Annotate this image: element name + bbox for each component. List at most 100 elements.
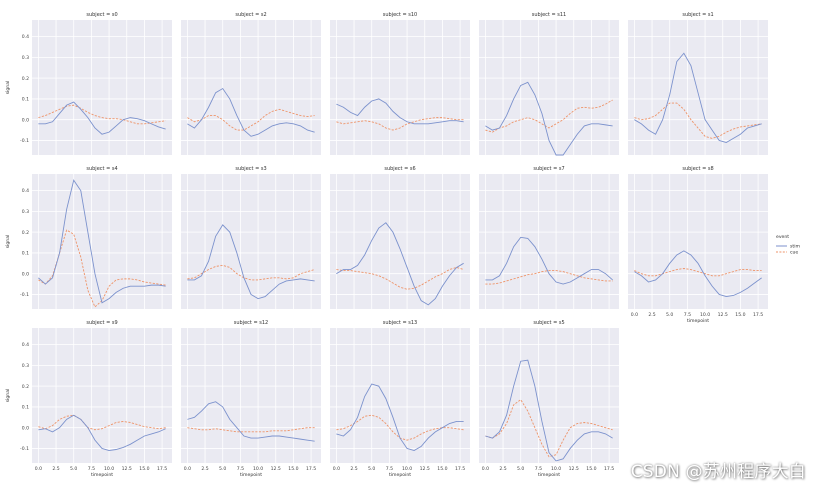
facet-background — [32, 328, 172, 463]
x-tick-label: 2.5 — [52, 466, 59, 472]
x-tick-label: 10.0 — [402, 466, 412, 472]
x-tick-label: 2.5 — [350, 466, 357, 472]
series-line-cue — [336, 117, 464, 131]
facet-title: subject = s13 — [383, 320, 417, 326]
x-tick-label: 17.5 — [306, 466, 316, 472]
series-line-stim — [634, 52, 762, 144]
y-tick-label: 0.0 — [22, 425, 29, 431]
y-tick-label: 0.2 — [22, 76, 29, 82]
series-line-stim — [485, 236, 613, 285]
y-tick-label: 0.0 — [22, 117, 29, 123]
x-tick-label: 17.5 — [604, 466, 614, 472]
series-line-cue — [485, 99, 613, 133]
x-tick-label: 15.0 — [586, 466, 596, 472]
facet-title: subject = s11 — [532, 12, 566, 18]
facet-title: subject = s6 — [384, 166, 415, 172]
x-tick-label: 15.0 — [735, 312, 745, 318]
facet-background — [628, 174, 768, 309]
x-tick-label: 2.5 — [648, 312, 655, 318]
y-tick-label: 0.2 — [22, 230, 29, 236]
legend-label-stim: stim — [790, 244, 800, 250]
facet-background — [330, 328, 470, 463]
series-line-cue — [336, 266, 464, 290]
facet-title: subject = s9 — [86, 320, 117, 326]
x-tick-label: 17.5 — [157, 466, 167, 472]
x-tick-label: 0.0 — [184, 466, 191, 472]
facet-background — [181, 20, 321, 155]
facet-title: subject = s12 — [234, 320, 268, 326]
x-tick-label: 7.5 — [386, 466, 393, 472]
x-axis-label: timepoint — [687, 318, 709, 324]
facet-background — [181, 174, 321, 309]
facet-subject-s13: subject = s13 0.0 2.5 5.0 7.5 10.0 12.5 15.0 17.… — [330, 320, 470, 478]
facet-subject-s0: subject = s0 -0.1 0.0 0.1 0.2 0.3 0.4 signal — [5, 12, 172, 155]
x-tick-label: 15.0 — [139, 466, 149, 472]
series-line-cue — [634, 268, 762, 277]
x-tick-label: 2.5 — [201, 466, 208, 472]
series-line-stim — [634, 250, 762, 297]
facet-subject-s1: subject = s1 — [628, 12, 768, 155]
facet-title: subject = s5 — [533, 320, 564, 326]
x-axis-label: timepoint — [91, 472, 113, 478]
facet-subject-s12: subject = s12 0.0 2.5 5.0 7.5 10.0 12.5 15.0 17.… — [181, 320, 321, 478]
x-tick-label: 10.0 — [551, 466, 561, 472]
x-tick-label: 7.5 — [88, 466, 95, 472]
facet-background — [181, 328, 321, 463]
facet-title: subject = s1 — [682, 12, 713, 18]
facet-title: subject = s4 — [86, 166, 117, 172]
series-line-cue — [187, 108, 315, 131]
x-tick-label: 12.5 — [718, 312, 728, 318]
x-tick-label: 2.5 — [499, 466, 506, 472]
y-tick-label: 0.1 — [22, 97, 29, 103]
series-line-stim — [38, 101, 166, 135]
x-tick-label: 5.0 — [666, 312, 673, 318]
y-tick-label: 0.1 — [22, 405, 29, 411]
facet-background — [330, 20, 470, 155]
y-axis-label: signal — [5, 389, 11, 403]
x-tick-label: 15.0 — [437, 466, 447, 472]
facet-subject-s6: subject = s6 — [330, 166, 470, 309]
x-axis-label: timepoint — [240, 472, 262, 478]
y-axis-label: signal — [5, 81, 11, 95]
x-tick-label: 12.5 — [122, 466, 132, 472]
x-tick-label: 5.0 — [368, 466, 375, 472]
y-tick-label: 0.3 — [22, 363, 29, 369]
series-line-cue — [187, 264, 315, 281]
legend: event stim cue — [776, 234, 800, 256]
y-tick-label: -0.1 — [20, 292, 29, 298]
series-line-stim — [336, 383, 464, 452]
facet-title: subject = s7 — [533, 166, 564, 172]
y-tick-label: 0.4 — [22, 34, 29, 40]
series-line-cue — [485, 270, 613, 285]
facet-subject-s4: subject = s4 -0.1 0.0 0.1 0.2 0.3 0.4 signal — [5, 166, 172, 309]
series-line-cue — [634, 102, 762, 139]
facet-subject-s5: subject = s5 0.0 2.5 5.0 7.5 10.0 12.5 15.0 17.5… — [479, 320, 619, 478]
series-line-stim — [187, 87, 315, 137]
facet-background — [479, 20, 619, 155]
facet-title: subject = s3 — [235, 166, 266, 172]
x-tick-label: 5.0 — [70, 466, 77, 472]
series-line-cue — [38, 414, 166, 431]
y-tick-label: 0.2 — [22, 384, 29, 390]
facet-subject-s8: subject = s8 0.0 2.5 5.0 7.5 10.0 12.5 15.0 17.5… — [628, 166, 768, 324]
facet-title: subject = s10 — [383, 12, 417, 18]
y-tick-label: 0.0 — [22, 271, 29, 277]
y-tick-label: -0.1 — [20, 138, 29, 144]
facet-subject-s11: subject = s11 — [479, 12, 619, 156]
facet-subject-s2: subject = s2 — [181, 12, 321, 155]
x-tick-label: 7.5 — [684, 312, 691, 318]
y-axis-label: signal — [5, 235, 11, 249]
facet-title: subject = s0 — [86, 12, 117, 18]
x-tick-label: 0.0 — [482, 466, 489, 472]
series-line-stim — [38, 414, 166, 451]
series-line-stim — [485, 359, 613, 462]
y-tick-label: 0.1 — [22, 251, 29, 257]
series-line-stim — [187, 224, 315, 300]
y-tick-label: -0.1 — [20, 446, 29, 452]
series-line-stim — [336, 222, 464, 306]
x-tick-label: 0.0 — [631, 312, 638, 318]
y-tick-label: 0.3 — [22, 55, 29, 61]
x-tick-label: 12.5 — [569, 466, 579, 472]
series-line-stim — [38, 179, 166, 304]
